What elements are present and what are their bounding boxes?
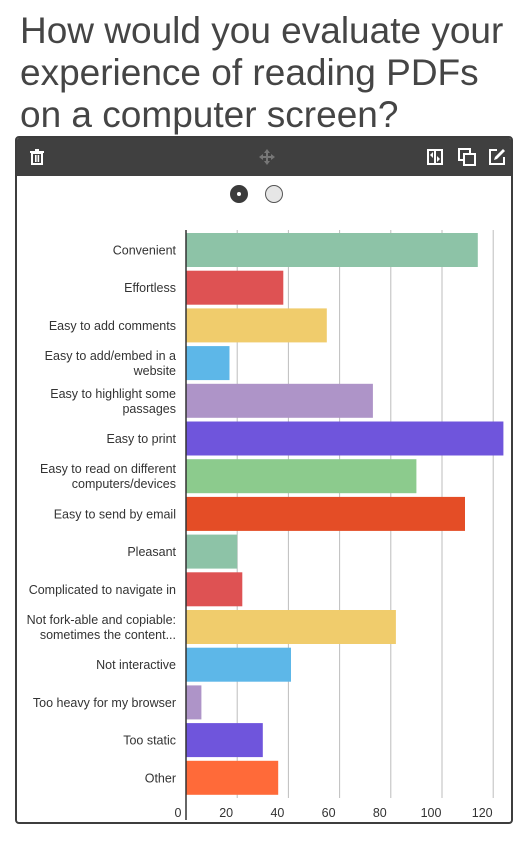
- move-icon[interactable]: [257, 147, 277, 167]
- category-label: Too heavy for my browser: [33, 696, 176, 710]
- bar[interactable]: [186, 496, 465, 531]
- toggle-option-1[interactable]: [230, 185, 248, 203]
- bar[interactable]: [186, 534, 238, 569]
- bar[interactable]: [186, 308, 327, 343]
- category-label: Easy to add/embed in a website: [45, 349, 176, 378]
- bar[interactable]: [186, 572, 243, 607]
- x-tick-label: 80: [373, 806, 387, 820]
- bar[interactable]: [186, 270, 284, 305]
- chart-toolbar: [17, 138, 511, 176]
- category-label: Effortless: [124, 281, 176, 295]
- category-label: Complicated to navigate in: [29, 583, 176, 597]
- category-label: Other: [145, 771, 176, 785]
- x-tick-label: 60: [322, 806, 336, 820]
- bar[interactable]: [186, 760, 279, 795]
- bar[interactable]: [186, 459, 417, 494]
- bar[interactable]: [186, 647, 291, 682]
- category-label: Not fork-able and copiable: sometimes the…: [27, 613, 176, 642]
- category-label: Easy to send by email: [54, 507, 176, 521]
- bar[interactable]: [186, 610, 396, 644]
- category-label: Easy to print: [107, 432, 177, 446]
- category-label: Not interactive: [96, 658, 176, 672]
- bar[interactable]: [186, 685, 202, 720]
- category-label: Easy to read on different computers/devic…: [40, 462, 176, 491]
- x-tick-label: 40: [270, 806, 284, 820]
- category-label: Easy to highlight some passages: [50, 387, 176, 416]
- x-tick-label: 20: [219, 806, 233, 820]
- bar[interactable]: [186, 383, 373, 418]
- category-label: Too static: [123, 734, 176, 748]
- bar[interactable]: [186, 233, 478, 267]
- trash-icon[interactable]: [27, 147, 47, 167]
- x-tick-label: 100: [421, 806, 442, 820]
- edit-icon[interactable]: [487, 147, 507, 167]
- x-tick-label: 0: [175, 806, 182, 820]
- bar[interactable]: [186, 723, 263, 758]
- swap-icon[interactable]: [425, 147, 445, 167]
- duplicate-icon[interactable]: [457, 147, 477, 167]
- category-label: Pleasant: [127, 545, 176, 559]
- question-title: How would you evaluate your experience o…: [20, 10, 504, 135]
- bar[interactable]: [186, 346, 230, 381]
- bar[interactable]: [186, 421, 504, 456]
- x-tick-label: 120: [472, 806, 493, 820]
- toggle-option-2[interactable]: [265, 185, 283, 203]
- category-label: Convenient: [113, 244, 177, 258]
- category-label: Easy to add comments: [49, 319, 176, 333]
